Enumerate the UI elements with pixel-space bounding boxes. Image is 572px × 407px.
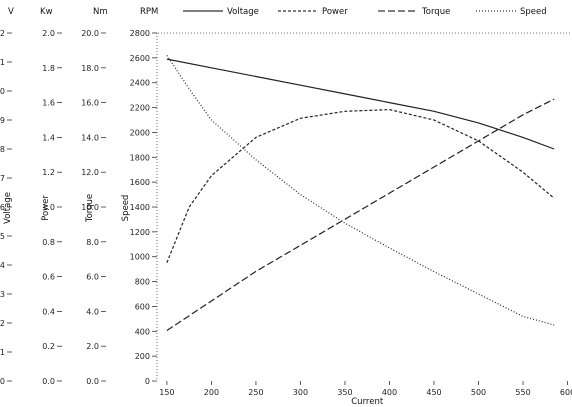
y-tick-label-power: 1.4 [42,133,55,142]
y-tick-label-speed: 0 [145,377,150,386]
y-axis-voltage: 0123456789101112 [0,29,12,386]
y-tick-label-torque: 20.0 [81,29,99,38]
y-tick-label-voltage: 4 [0,261,5,270]
x-tick-label: 150 [159,388,174,397]
y-tick-label-speed: 2800 [130,29,150,38]
y-tick-label-speed: 1800 [130,153,150,162]
legend-label-speed: Speed [520,7,547,17]
legend-label-torque: Torque [421,7,450,17]
x-tick-label: 450 [426,388,441,397]
y-tick-label-power: 0.8 [42,238,55,247]
y-tick-label-voltage: 10 [0,87,5,96]
x-tick-label: 600 [560,388,572,397]
y-tick-label-power: 0.6 [42,273,55,282]
y-tick-label-power: 0.0 [42,377,55,386]
y-tick-label-voltage: 11 [0,58,5,67]
x-tick-label: 200 [204,388,219,397]
y-tick-label-power: 1.8 [42,64,55,73]
y-tick-label-power: 0.4 [42,307,55,316]
y-tick-label-torque: 0.0 [86,377,99,386]
y-tick-label-speed: 2400 [130,79,150,88]
y-tick-label-speed: 200 [135,352,150,361]
y-tick-label-voltage: 8 [0,145,5,154]
y-tick-label-power: 0.2 [42,342,55,351]
y-axis-title-power: Power [41,195,51,221]
x-axis: 150 200 250 300 350 400 450 500 550 600 [159,381,572,397]
y-tick-label-speed: 2000 [130,128,150,137]
y-tick-label-speed: 1600 [130,178,150,187]
y-tick-label-voltage: 7 [0,174,5,183]
y-tick-label-speed: 400 [135,327,150,336]
y-tick-label-speed: 1000 [130,253,150,262]
x-tick-label: 500 [471,388,486,397]
y-axis-torque: 0.0 2.0 4.0 6.0 8.0 10.0 12.0 14.0 16.0 18.0 20.0 [81,29,106,386]
y-axis-power: 0.0 0.2 0.4 0.6 0.8 1.0 1.2 1.4 1.6 1.8 2.0 [42,29,62,386]
series-line-power [166,108,555,263]
plot-area [166,55,555,332]
legend: Voltage Power Torque Speed [183,7,547,17]
y-tick-label-torque: 8.0 [86,238,99,247]
series-line-voltage [166,58,555,150]
y-tick-label-torque: 6.0 [86,273,99,282]
y-tick-label-speed: 2600 [130,54,150,63]
y-tick-label-power: 1.6 [42,99,55,108]
y-tick-label-voltage: 0 [0,377,5,386]
series-line-speed [166,55,555,326]
y-tick-label-power: 1.2 [42,168,55,177]
y-tick-label-voltage: 3 [0,290,5,299]
x-tick-label: 400 [382,388,397,397]
y-tick-label-speed: 1200 [130,228,150,237]
y-axis-speed: 0 200 400 600 800 1000 1200 1400 1600 1800 2000 220… [130,29,158,386]
y-tick-label-speed: 800 [135,278,150,287]
y-tick-label-voltage: 9 [0,116,5,125]
x-tick-label: 250 [248,388,263,397]
axis-unit-voltage: V [8,7,14,17]
x-tick-label: 550 [515,388,530,397]
y-tick-label-voltage: 2 [0,319,5,328]
legend-label-voltage: Voltage [227,7,259,17]
axis-unit-power: Kw [40,7,53,17]
y-tick-label-torque: 10.0 [81,203,99,212]
y-tick-label-torque: 18.0 [81,64,99,73]
y-tick-label-power: 2.0 [42,29,55,38]
y-tick-label-speed: 600 [135,302,150,311]
y-axis-title-torque: Torque [85,194,95,223]
y-tick-label-torque: 14.0 [81,133,99,142]
y-tick-label-torque: 2.0 [86,342,99,351]
x-tick-label: 350 [337,388,352,397]
legend-label-power: Power [322,7,348,17]
series-line-torque [166,98,555,332]
y-tick-label-speed: 1400 [130,203,150,212]
x-axis-title: Current [351,397,384,407]
y-tick-label-voltage: 1 [0,348,5,357]
axis-unit-torque: Nm [93,7,108,17]
y-tick-label-power: 1.0 [42,203,55,212]
y-tick-label-voltage: 5 [0,232,5,241]
axes: VKwNmRPM01234567891011120.00.20.40.60.81… [0,7,572,397]
y-tick-label-torque: 12.0 [81,168,99,177]
y-axis-title-speed: Speed [121,195,131,222]
y-tick-label-torque: 4.0 [86,307,99,316]
y-tick-label-voltage: 12 [0,29,5,38]
y-tick-label-voltage: 6 [0,203,5,212]
y-axis-title-voltage: Voltage [3,192,13,224]
x-tick-label: 300 [293,388,308,397]
y-tick-label-speed: 2200 [130,104,150,113]
y-tick-label-torque: 16.0 [81,99,99,108]
axis-unit-speed: RPM [140,7,158,17]
